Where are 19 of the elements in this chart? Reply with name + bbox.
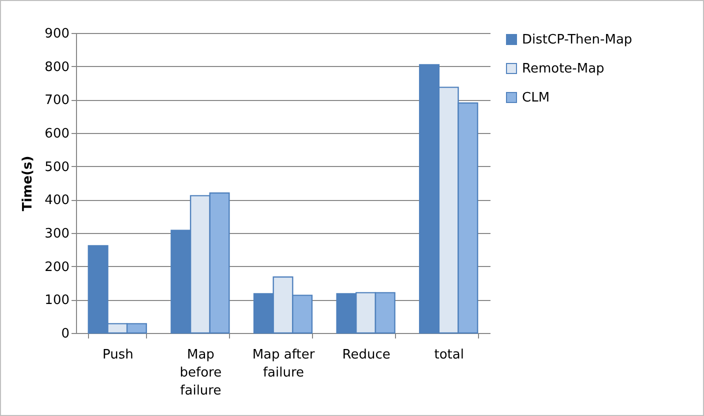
legend-label: CLM <box>522 90 550 106</box>
y-tick-label: 200 <box>44 260 70 275</box>
x-tick-label: Push <box>102 348 134 362</box>
y-axis-title: Time(s) <box>20 156 36 212</box>
y-tick-label: 400 <box>44 193 70 208</box>
y-tick-label: 0 <box>61 326 70 342</box>
legend-label: Remote-Map <box>522 62 604 76</box>
x-tick-label: Map before failure <box>180 348 222 398</box>
x-tick-label: total <box>434 348 464 362</box>
y-tick-label: 800 <box>44 60 70 75</box>
y-tick-label: 100 <box>44 293 70 308</box>
y-tick-label: 900 <box>44 26 70 42</box>
x-tick-label: Reduce <box>342 348 390 362</box>
y-tick-label: 700 <box>44 93 70 108</box>
legend-label: DistCP-Then-Map <box>522 32 632 48</box>
y-tick-label: 600 <box>44 126 70 142</box>
y-tick-label: 500 <box>44 160 70 175</box>
y-tick-label: 300 <box>44 226 70 242</box>
x-tick-label: Map after failure <box>252 348 316 380</box>
